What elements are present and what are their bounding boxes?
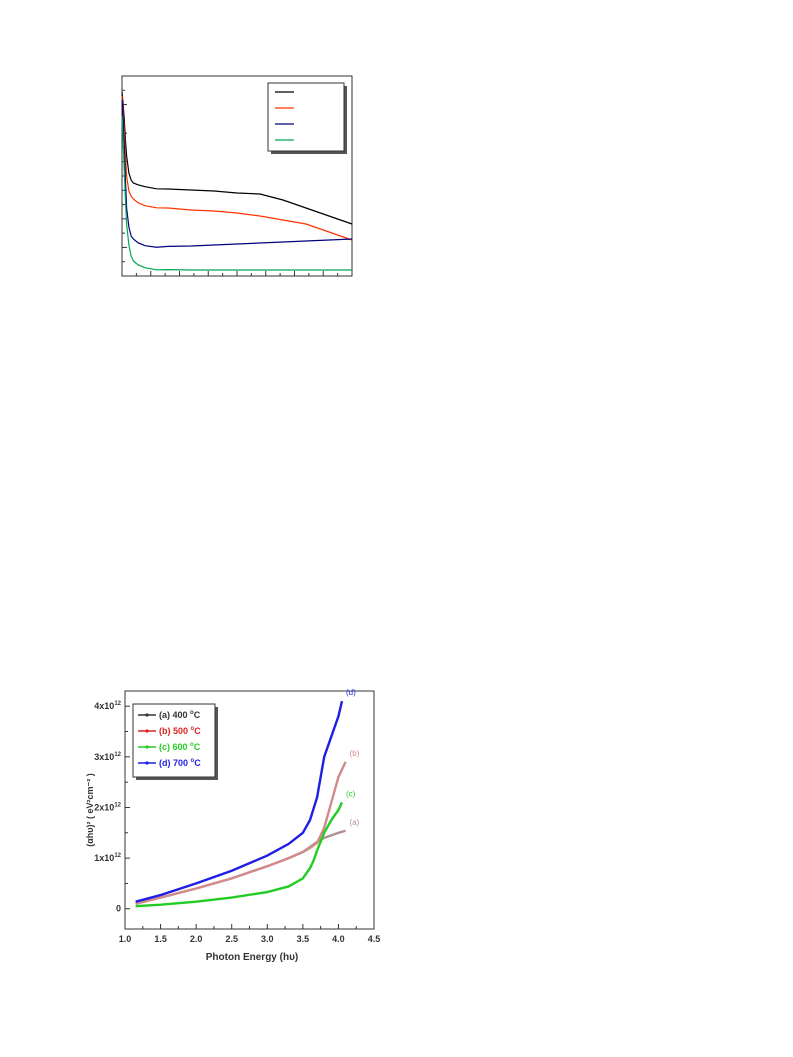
bottom-y-tick-label-2x1012: 2x1012 <box>94 802 121 812</box>
top-chart-series <box>121 91 353 271</box>
bottom-legend-marker-3 <box>145 745 149 749</box>
top-line-chart <box>121 75 353 277</box>
bottom-legend-label-4: (d) 700 oC <box>159 758 201 768</box>
bottom-x-tick-label-4-5: 4.5 <box>368 934 381 944</box>
bottom-series-end-label-d: (d) <box>346 688 356 697</box>
bottom-legend-marker-2 <box>145 729 149 733</box>
bottom-y-tick-label-3x1012: 3x1012 <box>94 752 121 762</box>
bottom-line-chart: 1.0 1.5 2.0 2.5 3.0 3.5 4.0 4.5 0 1x1012 2x1012 3x1… <box>85 688 380 963</box>
bottom-chart-legend: (a) 400 oC (b) 500 oC (c) 600 oC (d) 700 oC <box>132 703 218 780</box>
bottom-x-tick-label-1-5: 1.5 <box>154 934 167 944</box>
bottom-y-tick-label-0: 0 <box>116 904 121 914</box>
bottom-legend-label-3: (c) 600 oC <box>159 742 201 752</box>
top-chart-legend <box>267 82 347 154</box>
top-series-line-3 <box>121 99 353 248</box>
bottom-x-tick-label-4-0: 4.0 <box>332 934 345 944</box>
bottom-chart-x-axis-title: Photon Energy (hυ) <box>206 952 298 963</box>
bottom-y-tick-label-4x1012: 4x1012 <box>94 701 121 711</box>
bottom-x-tick-label-3-5: 3.5 <box>297 934 310 944</box>
bottom-x-tick-label-3-0: 3.0 <box>261 934 274 944</box>
bottom-x-tick-label-1-0: 1.0 <box>119 934 132 944</box>
bottom-series-line-d <box>135 700 344 903</box>
bottom-chart-end-labels: (a) (b) (c) (d) <box>346 688 360 827</box>
bottom-series-line-c <box>135 801 344 908</box>
top-series-line-2 <box>121 95 353 241</box>
bottom-legend-label-1: (a) 400 oC <box>159 710 201 720</box>
top-legend-box <box>267 82 345 152</box>
bottom-chart-ticks: 1.0 1.5 2.0 2.5 3.0 3.5 4.0 4.5 0 1x1012 2x1012 3x1… <box>94 701 380 944</box>
bottom-series-end-label-b: (b) <box>350 749 360 758</box>
bottom-legend-marker-4 <box>145 761 149 765</box>
bottom-series-end-label-c: (c) <box>346 789 356 798</box>
bottom-chart-series <box>135 700 347 908</box>
top-series-line-1 <box>121 91 353 225</box>
top-series-line-4 <box>121 115 352 271</box>
bottom-x-tick-label-2-0: 2.0 <box>190 934 203 944</box>
bottom-legend-label-2: (b) 500 oC <box>159 726 201 736</box>
bottom-chart-y-axis-title: (αhυ)² ( eV²cm⁻² ) <box>85 773 95 847</box>
bottom-y-tick-label-1x1012: 1x1012 <box>94 853 121 863</box>
bottom-legend-marker-1 <box>145 713 149 717</box>
bottom-x-tick-label-2-5: 2.5 <box>225 934 238 944</box>
bottom-series-line-b <box>135 761 347 905</box>
bottom-series-end-label-a: (a) <box>350 818 360 827</box>
